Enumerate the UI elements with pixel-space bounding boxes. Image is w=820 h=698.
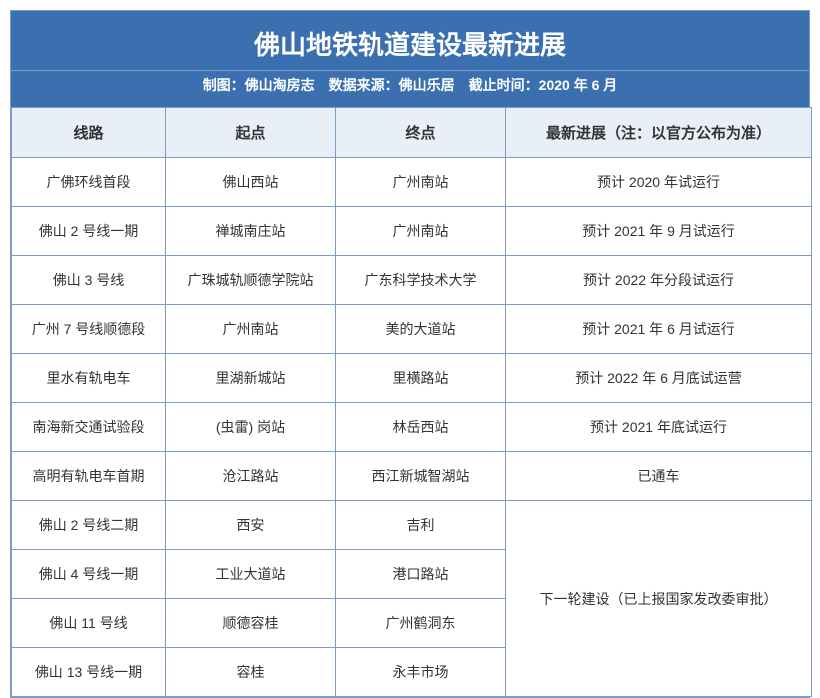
- table-cell: 西安: [166, 501, 336, 550]
- data-table: 线路 起点 终点 最新进展（注：以官方公布为准） 广佛环线首段佛山西站广州南站预…: [11, 107, 812, 697]
- table-cell: 佛山 11 号线: [12, 599, 166, 648]
- table-cell: 预计 2021 年底试运行: [506, 403, 812, 452]
- table-cell: 美的大道站: [336, 305, 506, 354]
- table-subtitle: 制图：佛山淘房志 数据来源：佛山乐居 截止时间：2020 年 6 月: [11, 71, 809, 107]
- table-cell: 预计 2022 年分段试运行: [506, 256, 812, 305]
- table-cell: 工业大道站: [166, 550, 336, 599]
- table-cell-merged: 下一轮建设（已上报国家发改委审批）: [506, 501, 812, 697]
- metro-progress-table: 佛山地铁轨道建设最新进展 制图：佛山淘房志 数据来源：佛山乐居 截止时间：202…: [10, 10, 810, 698]
- col-header-end: 终点: [336, 108, 506, 158]
- table-cell: 高明有轨电车首期: [12, 452, 166, 501]
- table-row: 里水有轨电车里湖新城站里横路站预计 2022 年 6 月底试运营: [12, 354, 812, 403]
- table-row: 佛山 2 号线一期禅城南庄站广州南站预计 2021 年 9 月试运行: [12, 207, 812, 256]
- table-cell: 预计 2022 年 6 月底试运营: [506, 354, 812, 403]
- table-cell: 吉利: [336, 501, 506, 550]
- table-cell: 里湖新城站: [166, 354, 336, 403]
- table-cell: 容桂: [166, 648, 336, 697]
- table-cell: 顺德容桂: [166, 599, 336, 648]
- table-cell: 已通车: [506, 452, 812, 501]
- col-header-line: 线路: [12, 108, 166, 158]
- table-cell: 广佛环线首段: [12, 158, 166, 207]
- table-cell: 佛山 3 号线: [12, 256, 166, 305]
- table-title: 佛山地铁轨道建设最新进展: [11, 11, 809, 71]
- table-cell: 广州南站: [166, 305, 336, 354]
- table-cell: 南海新交通试验段: [12, 403, 166, 452]
- table-row: 佛山 2 号线二期西安吉利下一轮建设（已上报国家发改委审批）: [12, 501, 812, 550]
- table-cell: 西江新城智湖站: [336, 452, 506, 501]
- table-cell: 广州南站: [336, 158, 506, 207]
- table-cell: 广州鹤洞东: [336, 599, 506, 648]
- table-cell: 广东科学技术大学: [336, 256, 506, 305]
- table-cell: 禅城南庄站: [166, 207, 336, 256]
- table-cell: 佛山 4 号线一期: [12, 550, 166, 599]
- table-cell: 永丰市场: [336, 648, 506, 697]
- table-cell: 里横路站: [336, 354, 506, 403]
- table-cell: 佛山 2 号线一期: [12, 207, 166, 256]
- table-row: 广佛环线首段佛山西站广州南站预计 2020 年试运行: [12, 158, 812, 207]
- table-cell: 预计 2020 年试运行: [506, 158, 812, 207]
- table-cell: (虫雷) 岗站: [166, 403, 336, 452]
- table-cell: 佛山 13 号线一期: [12, 648, 166, 697]
- table-row: 佛山 3 号线广珠城轨顺德学院站广东科学技术大学预计 2022 年分段试运行: [12, 256, 812, 305]
- table-cell: 预计 2021 年 9 月试运行: [506, 207, 812, 256]
- table-cell: 港口路站: [336, 550, 506, 599]
- table-cell: 林岳西站: [336, 403, 506, 452]
- table-cell: 佛山西站: [166, 158, 336, 207]
- table-cell: 广州 7 号线顺德段: [12, 305, 166, 354]
- col-header-start: 起点: [166, 108, 336, 158]
- table-cell: 预计 2021 年 6 月试运行: [506, 305, 812, 354]
- table-body: 广佛环线首段佛山西站广州南站预计 2020 年试运行佛山 2 号线一期禅城南庄站…: [12, 158, 812, 697]
- table-row: 高明有轨电车首期沧江路站西江新城智湖站已通车: [12, 452, 812, 501]
- table-row: 南海新交通试验段(虫雷) 岗站林岳西站预计 2021 年底试运行: [12, 403, 812, 452]
- table-cell: 里水有轨电车: [12, 354, 166, 403]
- table-cell: 佛山 2 号线二期: [12, 501, 166, 550]
- table-header-row: 线路 起点 终点 最新进展（注：以官方公布为准）: [12, 108, 812, 158]
- table-row: 广州 7 号线顺德段广州南站美的大道站预计 2021 年 6 月试运行: [12, 305, 812, 354]
- table-cell: 广州南站: [336, 207, 506, 256]
- table-cell: 广珠城轨顺德学院站: [166, 256, 336, 305]
- col-header-progress: 最新进展（注：以官方公布为准）: [506, 108, 812, 158]
- table-cell: 沧江路站: [166, 452, 336, 501]
